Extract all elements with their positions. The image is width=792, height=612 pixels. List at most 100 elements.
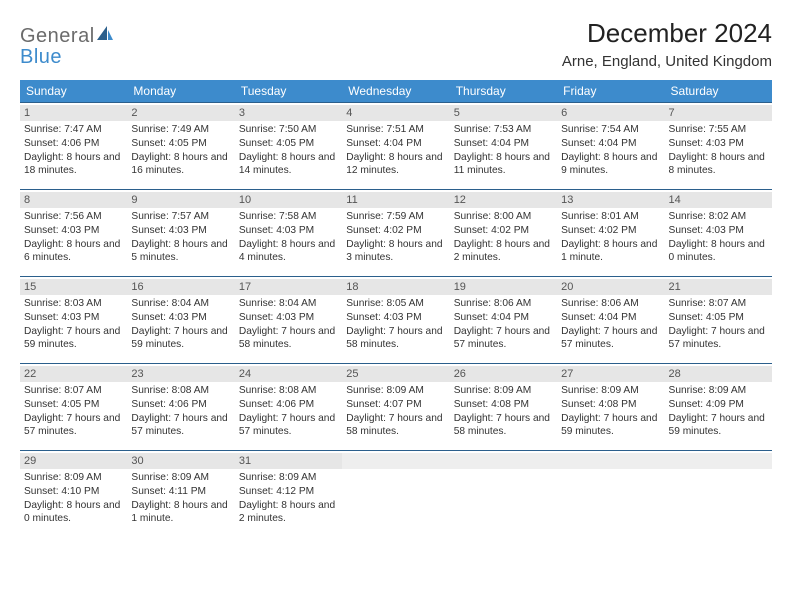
sunrise-line: Sunrise: 7:54 AM — [561, 123, 660, 137]
sunrise-line: Sunrise: 7:49 AM — [131, 123, 230, 137]
daylight-line: Daylight: 7 hours and 57 minutes. — [669, 325, 768, 353]
sunrise-line: Sunrise: 8:07 AM — [24, 384, 123, 398]
daylight-line: Daylight: 7 hours and 58 minutes. — [346, 412, 445, 440]
calendar-day-cell: 15 Sunrise: 8:03 AMSunset: 4:03 PMDayligh… — [20, 276, 127, 363]
day-number: 18 — [342, 279, 449, 295]
daylight-line: Daylight: 8 hours and 3 minutes. — [346, 238, 445, 266]
day-details: Sunrise: 8:06 AMSunset: 4:04 PMDaylight:… — [561, 297, 660, 352]
day-details: Sunrise: 7:47 AMSunset: 4:06 PMDaylight:… — [24, 123, 123, 178]
location-subtitle: Arne, England, United Kingdom — [562, 53, 772, 70]
calendar-empty-cell — [450, 450, 557, 537]
sunset-line: Sunset: 4:02 PM — [454, 224, 553, 238]
sunset-line: Sunset: 4:06 PM — [131, 398, 230, 412]
day-number: 10 — [235, 192, 342, 208]
sunset-line: Sunset: 4:02 PM — [346, 224, 445, 238]
calendar-day-cell: 11Sunrise: 7:59 AMSunset: 4:02 PMDayligh… — [342, 189, 449, 276]
sunrise-line: Sunrise: 7:58 AM — [239, 210, 338, 224]
day-number: 31 — [235, 453, 342, 469]
day-details: Sunrise: 7:58 AMSunset: 4:03 PMDaylight:… — [239, 210, 338, 265]
logo: General Blue — [20, 18, 115, 68]
daylight-line: Daylight: 7 hours and 59 minutes. — [561, 412, 660, 440]
day-number: 2 — [127, 105, 234, 121]
calendar-table: SundayMondayTuesdayWednesdayThursdayFrid… — [20, 80, 772, 537]
calendar-week-row: 8 Sunrise: 7:56 AM Sunset: 4:03 PM Daylight… — [20, 189, 772, 276]
day-details: Sunrise: 8:09 AMSunset: 4:09 PMDaylight:… — [669, 384, 768, 439]
day-details: Sunrise: 8:07 AMSunset: 4:05 PMDaylight:… — [669, 297, 768, 352]
weekday-header: Monday — [127, 80, 234, 102]
weekday-header: Thursday — [450, 80, 557, 102]
sunset-line: Sunset: 4:08 PM — [561, 398, 660, 412]
daylight-line: Daylight: 8 hours and 5 minutes. — [131, 238, 230, 266]
sunset-line: Sunset: 4:03 PM — [24, 311, 123, 325]
daylight-line: Daylight: 8 hours and 18 minutes. — [24, 151, 123, 179]
calendar-empty-cell — [342, 450, 449, 537]
day-details: Sunrise: 8:03 AMSunset: 4:03 PMDaylight:… — [24, 297, 123, 352]
weekday-header: Tuesday — [235, 80, 342, 102]
calendar-day-cell: 14Sunrise: 8:02 AMSunset: 4:03 PMDayligh… — [665, 189, 772, 276]
day-number: 19 — [450, 279, 557, 295]
calendar-empty-cell — [557, 450, 664, 537]
sunset-line: Sunset: 4:08 PM — [454, 398, 553, 412]
calendar-body: 1 Sunrise: 7:47 AMSunset: 4:06 PMDaylight… — [20, 102, 772, 537]
day-details: Sunrise: 8:06 AMSunset: 4:04 PMDaylight:… — [454, 297, 553, 352]
day-details: Sunrise: 7:55 AMSunset: 4:03 PMDaylight:… — [669, 123, 768, 178]
sunset-line: Sunset: 4:05 PM — [239, 137, 338, 151]
day-details: Sunrise: 8:00 AMSunset: 4:02 PMDaylight:… — [454, 210, 553, 265]
day-details: Sunrise: 8:09 AMSunset: 4:08 PMDaylight:… — [454, 384, 553, 439]
sunset-line: Sunset: 4:03 PM — [669, 224, 768, 238]
daylight-line: Daylight: 8 hours and 1 minute. — [561, 238, 660, 266]
day-number: 28 — [665, 366, 772, 382]
day-number: 29 — [20, 453, 127, 469]
calendar-day-cell: 31 Sunrise: 8:09 AMSunset: 4:12 PMDayligh… — [235, 450, 342, 537]
sunset-line: Sunset: 4:10 PM — [24, 485, 123, 499]
daylight-line: Daylight: 8 hours and 4 minutes. — [239, 238, 338, 266]
sunrise-line: Sunrise: 8:05 AM — [346, 297, 445, 311]
day-number: 1 — [20, 105, 127, 121]
day-details: Sunrise: 8:04 AMSunset: 4:03 PMDaylight:… — [131, 297, 230, 352]
calendar-day-cell: 22Sunrise: 8:07 AMSunset: 4:05 PMDayligh… — [20, 363, 127, 450]
calendar-day-cell: 1 Sunrise: 7:47 AMSunset: 4:06 PMDaylight… — [20, 102, 127, 189]
calendar-day-cell: 30Sunrise: 8:09 AMSunset: 4:11 PMDayligh… — [127, 450, 234, 537]
day-details: Sunrise: 7:51 AMSunset: 4:04 PMDaylight:… — [346, 123, 445, 178]
sunset-line: Sunset: 4:11 PM — [131, 485, 230, 499]
sunrise-line: Sunrise: 7:53 AM — [454, 123, 553, 137]
sunrise-line: Sunrise: 7:57 AM — [131, 210, 230, 224]
day-details: Sunrise: 8:05 AMSunset: 4:03 PMDaylight:… — [346, 297, 445, 352]
day-details: Sunrise: 7:53 AMSunset: 4:04 PMDaylight:… — [454, 123, 553, 178]
calendar-day-cell: 24Sunrise: 8:08 AMSunset: 4:06 PMDayligh… — [235, 363, 342, 450]
day-details: Sunrise: 8:04 AMSunset: 4:03 PMDaylight:… — [239, 297, 338, 352]
calendar-head: SundayMondayTuesdayWednesdayThursdayFrid… — [20, 80, 772, 102]
day-number: 8 — [20, 192, 127, 208]
day-details: Sunrise: 8:09 AMSunset: 4:10 PMDaylight:… — [24, 471, 123, 526]
day-number: 15 — [20, 279, 127, 295]
calendar-week-row: 29 Sunrise: 8:09 AMSunset: 4:10 PMDayligh… — [20, 450, 772, 537]
sunrise-line: Sunrise: 8:08 AM — [239, 384, 338, 398]
sunrise-line: Sunrise: 8:09 AM — [346, 384, 445, 398]
sunset-line: Sunset: 4:04 PM — [561, 137, 660, 151]
sunset-line: Sunset: 4:09 PM — [669, 398, 768, 412]
day-details: Sunrise: 8:09 AMSunset: 4:12 PMDaylight:… — [239, 471, 338, 526]
sunrise-line: Sunrise: 8:06 AM — [561, 297, 660, 311]
sunrise-line: Sunrise: 8:00 AM — [454, 210, 553, 224]
daylight-line: Daylight: 7 hours and 58 minutes. — [239, 325, 338, 353]
sunset-line: Sunset: 4:04 PM — [454, 137, 553, 151]
sunrise-line: Sunrise: 8:04 AM — [239, 297, 338, 311]
calendar-week-row: 1 Sunrise: 7:47 AMSunset: 4:06 PMDaylight… — [20, 102, 772, 189]
sunrise-line: Sunrise: 7:56 AM — [24, 210, 123, 224]
day-number: 26 — [450, 366, 557, 382]
day-number: 20 — [557, 279, 664, 295]
daylight-line: Daylight: 8 hours and 2 minutes. — [454, 238, 553, 266]
calendar-day-cell: 26 Sunrise: 8:09 AMSunset: 4:08 PMDayligh… — [450, 363, 557, 450]
day-number: 30 — [127, 453, 234, 469]
day-details: Sunrise: 7:49 AMSunset: 4:05 PMDaylight:… — [131, 123, 230, 178]
day-number: 27 — [557, 366, 664, 382]
sunrise-line: Sunrise: 8:03 AM — [24, 297, 123, 311]
daylight-line: Daylight: 8 hours and 16 minutes. — [131, 151, 230, 179]
sunset-line: Sunset: 4:04 PM — [454, 311, 553, 325]
day-details: Sunrise: 7:50 AMSunset: 4:05 PMDaylight:… — [239, 123, 338, 178]
calendar-empty-cell — [665, 450, 772, 537]
calendar-day-cell: 6Sunrise: 7:54 AMSunset: 4:04 PMDaylight… — [557, 102, 664, 189]
calendar-day-cell: 12Sunrise: 8:00 AMSunset: 4:02 PMDayligh… — [450, 189, 557, 276]
sunrise-line: Sunrise: 8:07 AM — [669, 297, 768, 311]
sunset-line: Sunset: 4:06 PM — [239, 398, 338, 412]
